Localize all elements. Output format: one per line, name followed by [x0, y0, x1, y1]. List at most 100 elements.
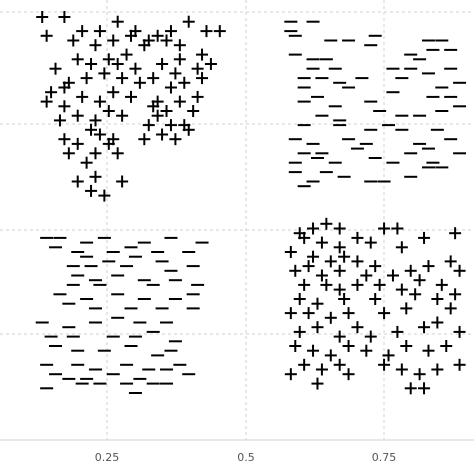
series-0: [36, 11, 226, 202]
plus-point: [302, 260, 315, 273]
plus-point: [85, 184, 98, 197]
plus-point: [382, 349, 395, 362]
plus-point: [373, 278, 386, 291]
plus-point: [213, 25, 226, 38]
plus-point: [395, 241, 408, 254]
plus-point: [444, 302, 457, 315]
plus-point: [418, 321, 431, 334]
plus-point: [196, 72, 209, 85]
plus-point: [333, 358, 346, 371]
plus-point: [342, 307, 355, 320]
plus-point: [93, 128, 106, 141]
plus-point: [413, 274, 426, 287]
data-marks: [35, 11, 467, 395]
plus-point: [431, 363, 444, 376]
plus-point: [422, 260, 435, 273]
plus-point: [147, 72, 160, 85]
plus-point: [71, 137, 84, 150]
plus-point: [351, 278, 364, 291]
plus-point: [71, 109, 84, 122]
plus-point: [178, 76, 191, 89]
plus-point: [395, 283, 408, 296]
plus-point: [164, 81, 177, 94]
plus-point: [453, 325, 466, 338]
plus-point: [120, 48, 133, 61]
plus-point: [182, 123, 195, 136]
plus-point: [156, 128, 169, 141]
plus-point: [200, 25, 213, 38]
plus-point: [71, 175, 84, 188]
x-axis-ticks: 0.25 0.5 0.75: [95, 451, 397, 464]
plus-point: [307, 250, 320, 263]
plus-point: [125, 90, 137, 103]
plus-point: [89, 147, 102, 160]
plus-point: [191, 90, 204, 103]
plus-point: [80, 156, 93, 169]
plus-point: [298, 278, 311, 291]
plus-point: [93, 95, 106, 108]
plus-point: [173, 39, 186, 52]
plus-point: [156, 58, 169, 70]
plus-point: [444, 255, 457, 268]
plus-point: [62, 147, 75, 160]
plus-point: [40, 29, 53, 42]
plus-point: [58, 100, 71, 113]
plus-point: [338, 293, 351, 305]
plus-point: [116, 175, 129, 188]
plus-point: [369, 293, 382, 305]
plus-point: [196, 48, 209, 61]
plus-point: [116, 109, 129, 122]
x-tick-label-0: 0.25: [95, 451, 120, 464]
plus-point: [129, 62, 142, 75]
plus-point: [431, 293, 444, 305]
plus-point: [284, 246, 297, 258]
plus-point: [342, 340, 355, 352]
plus-point: [333, 241, 346, 254]
plus-point: [102, 105, 115, 117]
plus-point: [138, 39, 151, 52]
plus-point: [191, 62, 204, 75]
plus-point: [413, 368, 426, 381]
plus-point: [311, 297, 324, 310]
plus-point: [391, 325, 404, 338]
plus-point: [89, 114, 102, 127]
plus-point: [360, 269, 373, 282]
plus-point: [40, 95, 53, 108]
grid: [0, 0, 474, 441]
x-tick-label-2: 0.75: [372, 451, 397, 464]
plus-point: [49, 62, 62, 75]
plus-point: [111, 58, 124, 70]
plus-point: [58, 133, 71, 146]
plus-point: [187, 105, 200, 117]
plus-point: [449, 227, 462, 240]
series-1: [284, 20, 467, 188]
plus-point: [364, 330, 377, 343]
plus-point: [315, 269, 328, 282]
plus-point: [449, 288, 462, 301]
plus-point: [378, 307, 391, 320]
series-3: [284, 217, 466, 395]
plus-point: [142, 119, 155, 132]
plus-point: [173, 53, 186, 66]
plus-point: [164, 25, 177, 38]
plus-point: [67, 34, 80, 47]
plus-point: [324, 311, 337, 324]
series-2: [35, 236, 209, 394]
plus-point: [351, 321, 364, 334]
plus-point: [333, 283, 346, 296]
plus-point: [289, 264, 302, 277]
plus-point: [302, 307, 315, 320]
plus-point: [360, 344, 373, 357]
plus-point: [369, 260, 382, 273]
plus-point: [315, 363, 328, 376]
plus-point: [76, 25, 89, 38]
plus-point: [111, 147, 124, 160]
plus-point: [76, 90, 89, 103]
plus-point: [98, 67, 111, 80]
plus-point: [98, 189, 111, 202]
plus-point: [400, 302, 413, 315]
plus-point: [204, 58, 217, 70]
plus-point: [58, 11, 71, 23]
plus-point: [173, 95, 186, 108]
